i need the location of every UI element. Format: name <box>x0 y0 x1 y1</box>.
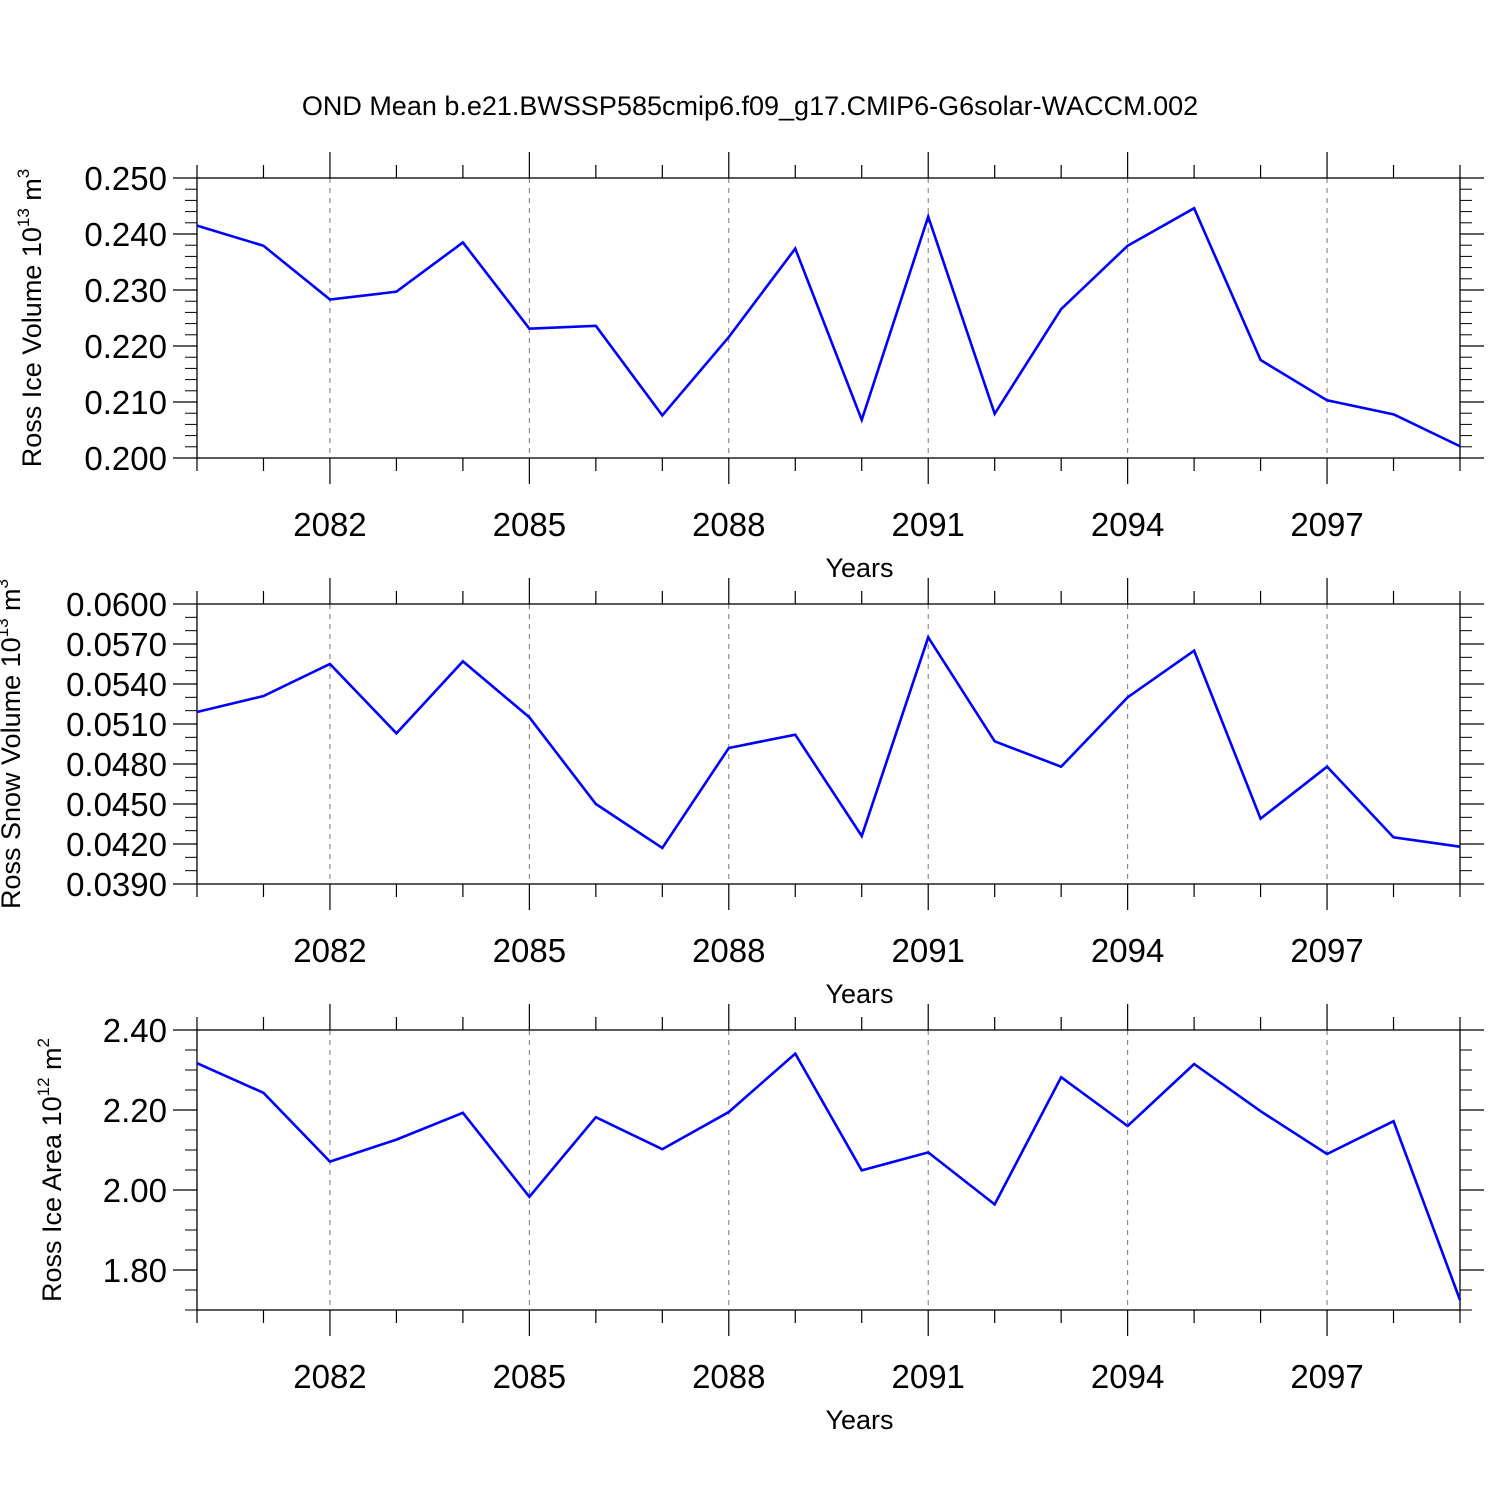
y-axis-label-superscript: 13 <box>14 208 33 227</box>
y-tick-label: 2.20 <box>103 1092 167 1129</box>
x-tick-label: 2088 <box>692 1358 765 1395</box>
y-tick-label: 0.240 <box>84 216 167 253</box>
y-tick-label: 0.250 <box>84 160 167 197</box>
y-axis-label-part: m <box>37 1047 67 1077</box>
y-axis-label-superscript: 3 <box>14 169 33 178</box>
panel-3: 1.80 2.00 2.20 2.40 2082 2085 2088 2091 2094 2097… <box>34 1004 1484 1435</box>
x-tick-label: 2094 <box>1091 932 1164 969</box>
x-tick-label: 2091 <box>891 932 964 969</box>
x-axis-label: Years <box>825 1405 893 1435</box>
x-tick-label: 2088 <box>692 932 765 969</box>
x-tick-label: 2082 <box>293 1358 366 1395</box>
x-tick-label: 2088 <box>692 506 765 543</box>
x-tick-label: 2094 <box>1091 1358 1164 1395</box>
x-tick-label: 2085 <box>493 506 566 543</box>
x-tick-label: 2094 <box>1091 506 1164 543</box>
y-axis-label-superscript: 12 <box>34 1077 53 1096</box>
plot-frame <box>196 177 1461 459</box>
y-tick-label: 0.220 <box>84 328 167 365</box>
y-axis-label-part: Ross Ice Area 10 <box>37 1096 67 1302</box>
x-axis-label: Years <box>825 553 893 583</box>
x-tick-label: 2082 <box>293 506 366 543</box>
y-tick-label: 2.40 <box>103 1012 167 1049</box>
y-axis-label: Ross Snow Volume 1013 m3 <box>0 579 26 909</box>
chart-title: OND Mean b.e21.BWSSP585cmip6.f09_g17.CMI… <box>302 91 1198 121</box>
y-tick-label: 0.230 <box>84 272 167 309</box>
series-line <box>196 206 1461 448</box>
y-axis-label-superscript: 2 <box>34 1038 53 1047</box>
x-tick-label: 2085 <box>493 1358 566 1395</box>
y-axis-label-part: m <box>0 588 26 618</box>
x-tick-label: 2082 <box>293 932 366 969</box>
x-tick-label: 2085 <box>493 932 566 969</box>
y-tick-label: 0.0510 <box>66 706 167 743</box>
x-tick-label: 2091 <box>891 506 964 543</box>
y-tick-label: 0.0600 <box>66 586 167 623</box>
y-tick-label: 0.0570 <box>66 626 167 663</box>
y-axis-label-part: m <box>17 178 47 208</box>
y-tick-label: 0.0540 <box>66 666 167 703</box>
panel-2: 0.03900.04200.04500.04800.05100.05400.05… <box>0 578 1484 1009</box>
y-tick-label: 0.200 <box>84 440 167 477</box>
x-tick-label: 2097 <box>1290 506 1363 543</box>
y-tick-label: 2.00 <box>103 1172 167 1209</box>
y-axis-label-superscript: 13 <box>0 618 12 637</box>
x-axis-label: Years <box>825 979 893 1009</box>
y-tick-label: 0.210 <box>84 384 167 421</box>
series-line <box>196 634 1461 850</box>
plot-frame <box>196 1029 1461 1311</box>
y-axis-label-part: Ross Snow Volume 10 <box>0 637 26 909</box>
series-line <box>196 1051 1462 1301</box>
y-tick-label: 0.0480 <box>66 746 167 783</box>
y-axis-label: Ross Ice Area 1012 m2 <box>34 1038 67 1302</box>
y-axis-label-part: Ross Ice Volume 10 <box>17 227 47 467</box>
x-tick-label: 2091 <box>891 1358 964 1395</box>
plot-frame <box>196 603 1461 885</box>
y-tick-label: 1.80 <box>103 1252 167 1289</box>
y-axis-label-superscript: 3 <box>0 579 12 588</box>
y-axis-label: Ross Ice Volume 1013 m3 <box>14 169 47 468</box>
y-tick-label: 0.0390 <box>66 866 167 903</box>
panel-1: 0.200 0.210 0.220 0.230 0.240 0.250 2082 2085 20… <box>14 152 1484 583</box>
y-tick-label: 0.0450 <box>66 786 167 823</box>
y-tick-label: 0.0420 <box>66 826 167 863</box>
x-tick-label: 2097 <box>1290 932 1363 969</box>
x-tick-label: 2097 <box>1290 1358 1363 1395</box>
